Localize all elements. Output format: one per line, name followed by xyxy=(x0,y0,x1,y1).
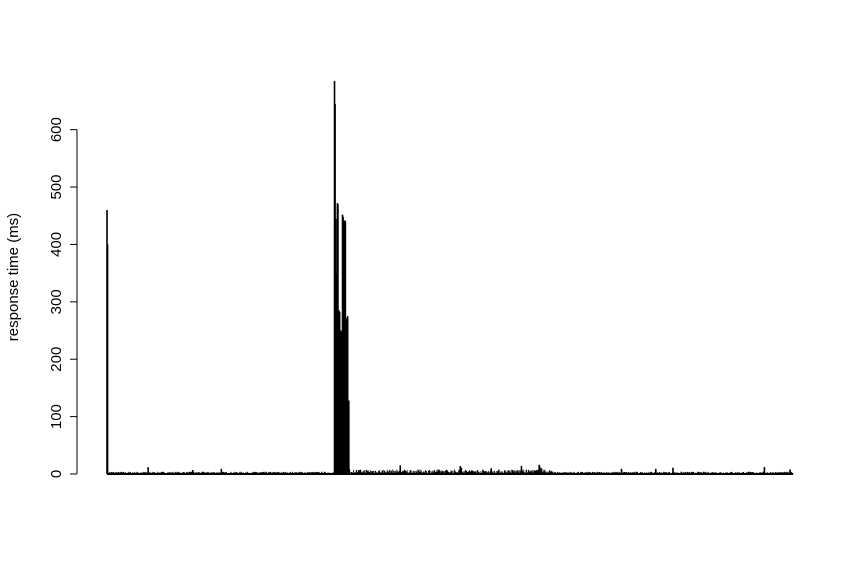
y-tick-label: 500 xyxy=(48,175,65,200)
bars xyxy=(106,80,794,474)
y-tick-label: 300 xyxy=(48,289,65,314)
y-tick-label: 200 xyxy=(48,347,65,372)
y-tick-label: 0 xyxy=(48,470,65,478)
y-axis-title: response time (ms) xyxy=(5,213,22,341)
y-axis: 0 100 200 300 400 500 600 xyxy=(48,117,78,478)
y-tick-label: 600 xyxy=(48,117,65,142)
y-tick-label: 400 xyxy=(48,232,65,257)
y-tick-label: 100 xyxy=(48,404,65,429)
